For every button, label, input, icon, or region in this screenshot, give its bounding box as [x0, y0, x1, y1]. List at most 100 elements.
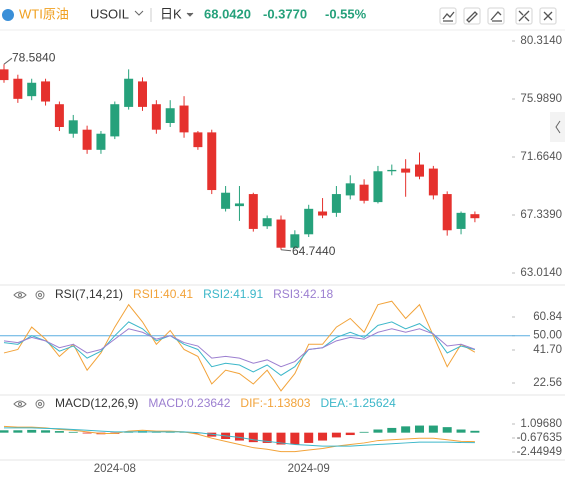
indicator-label: DIF:-1.13803 — [240, 396, 310, 410]
x-tick-label: 2024-08 — [94, 463, 136, 475]
y-tick-label: 75.9890 — [520, 93, 562, 105]
y-tick-label: 1.09680 — [520, 418, 562, 430]
macd-bar — [54, 431, 64, 433]
candle-body — [428, 168, 438, 196]
macd-bar — [68, 431, 78, 433]
candle-body — [318, 211, 328, 216]
candle-body — [442, 194, 452, 231]
dropdown[interactable] — [134, 10, 144, 16]
candle-body — [262, 218, 272, 227]
side-toggle[interactable] — [550, 112, 565, 142]
y-tick-label: 41.70 — [533, 344, 562, 356]
indicator-label: RSI3:42.18 — [273, 287, 333, 301]
toolbar — [439, 7, 557, 25]
candle-body — [373, 171, 383, 203]
symbol-name[interactable]: WTI原油 — [19, 6, 69, 21]
indicator-label: MACD:0.23642 — [148, 396, 230, 410]
macd-bar — [470, 430, 480, 433]
candle-body — [96, 133, 106, 150]
macd-bar — [234, 432, 244, 441]
candle-body — [124, 78, 134, 107]
candle-body — [82, 129, 92, 150]
candle-body — [234, 203, 244, 207]
candle-body — [248, 194, 258, 229]
candle-body — [207, 132, 217, 191]
indicator-line — [3, 425, 475, 453]
tool-button[interactable] — [539, 7, 557, 25]
y-tick-label: 71.6640 — [520, 151, 562, 163]
y-tick-label: 22.56 — [533, 377, 562, 389]
macd-bar — [331, 432, 341, 438]
candle-body — [151, 104, 161, 130]
candle-body — [345, 183, 355, 196]
dropdown[interactable] — [186, 12, 194, 17]
macd-bar — [41, 430, 51, 433]
tool-button[interactable] — [439, 7, 457, 25]
macd-bar — [27, 429, 37, 433]
candle-body — [41, 81, 51, 102]
symbol-icon — [2, 9, 14, 21]
high-label: 78.5840 — [12, 50, 56, 64]
y-tick-label: 50.00 — [533, 330, 562, 342]
tool-button[interactable] — [515, 7, 533, 25]
candle-body — [68, 120, 78, 134]
macd-bar — [428, 425, 438, 433]
macd-bar — [0, 430, 9, 433]
candle-body — [415, 164, 424, 177]
period[interactable]: 日K — [160, 6, 182, 21]
candle-body — [27, 82, 37, 97]
candle-body — [13, 78, 23, 99]
x-tick-label: 2024-09 — [288, 463, 330, 475]
candle-body — [401, 168, 411, 173]
macd-bar — [415, 425, 424, 433]
indicator-label: RSI(7,14,21) — [55, 287, 123, 301]
low-pointer — [280, 249, 292, 252]
macd-bar — [262, 432, 272, 443]
macd-bar — [387, 427, 397, 433]
indicator-label: RSI1:40.41 — [133, 287, 193, 301]
candle-body — [331, 194, 341, 213]
y-tick-label: 63.0140 — [520, 267, 562, 279]
low-label: 64.7440 — [292, 244, 336, 258]
y-tick-label: -0.67635 — [517, 432, 562, 444]
macd-bar — [318, 432, 328, 441]
y-tick-label: -2.44949 — [517, 446, 562, 458]
candle-body — [359, 184, 369, 201]
indicator-line — [3, 328, 476, 368]
candle-body — [193, 132, 203, 148]
candle-body — [0, 69, 9, 81]
candle-body — [290, 234, 300, 248]
high-pointer — [3, 57, 13, 65]
macd-bar — [373, 429, 383, 433]
indicator-label: RSI2:41.91 — [203, 287, 263, 301]
macd-bar — [359, 431, 369, 433]
change: -0.3770 — [263, 6, 307, 21]
macd-bar — [82, 432, 92, 434]
indicator-line — [4, 427, 475, 447]
tool-button[interactable] — [487, 7, 505, 25]
macd-icons — [13, 399, 45, 409]
candle-body — [276, 219, 286, 248]
macd-bar — [442, 427, 452, 433]
macd-bar — [345, 432, 355, 436]
candle-body — [165, 108, 175, 123]
price: 68.0420 — [204, 6, 251, 21]
candle-body — [110, 104, 120, 137]
indicator-line — [3, 321, 476, 376]
rsi-icons — [13, 290, 45, 300]
macd-bar — [276, 432, 286, 445]
macd-bar — [13, 430, 23, 433]
y-tick-label: 60.84 — [533, 311, 562, 323]
indicator-label: MACD(12,26,9) — [55, 396, 138, 410]
change-pct: -0.55% — [325, 6, 367, 21]
indicator-line — [3, 300, 476, 392]
macd-bar — [290, 432, 300, 445]
y-tick-label: 67.3390 — [520, 209, 562, 221]
y-tick-label: 80.3140 — [520, 35, 562, 47]
candle-body — [54, 104, 64, 128]
candle-body — [179, 105, 189, 133]
candle-body — [304, 208, 314, 235]
tool-button[interactable] — [463, 7, 481, 25]
candle-body — [387, 169, 397, 172]
